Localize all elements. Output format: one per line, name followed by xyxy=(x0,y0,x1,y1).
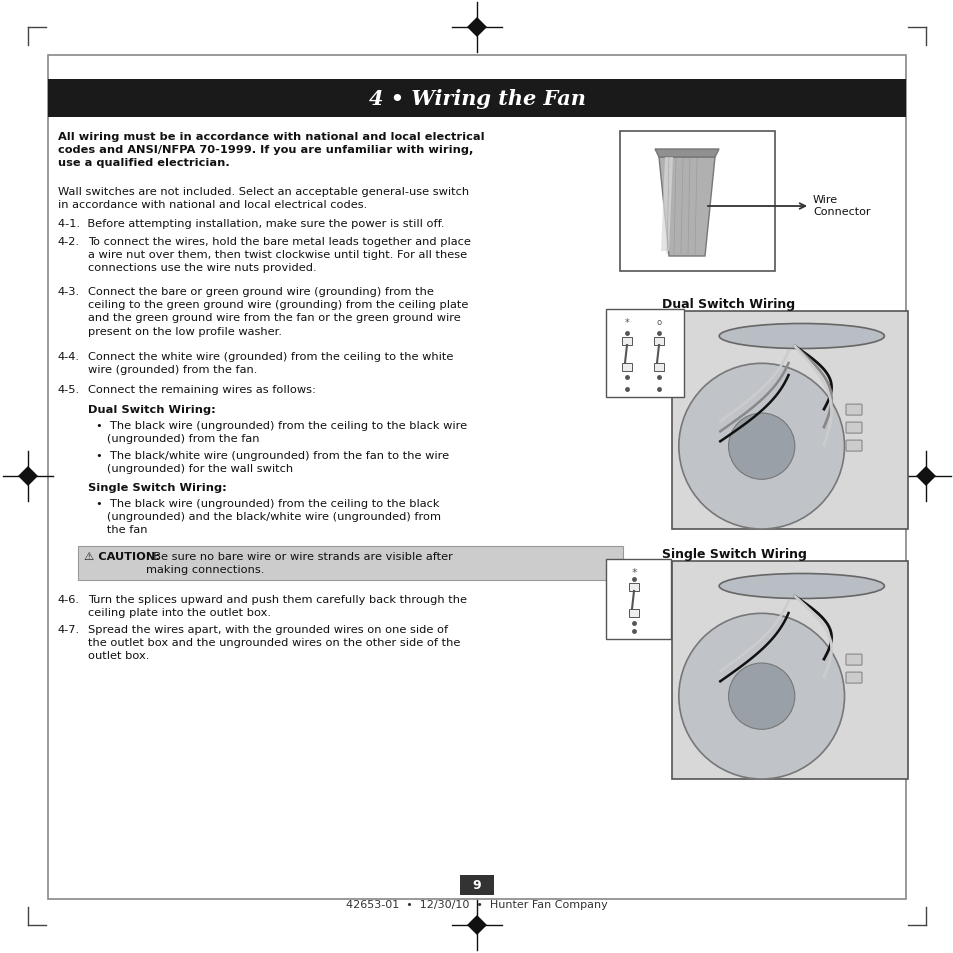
Text: 4-3.: 4-3. xyxy=(58,287,80,296)
Bar xyxy=(48,56,905,899)
Text: Spread the wires apart, with the grounded wires on one side of
the outlet box an: Spread the wires apart, with the grounde… xyxy=(88,624,460,660)
Bar xyxy=(605,559,670,639)
FancyBboxPatch shape xyxy=(845,673,862,683)
Text: *: * xyxy=(624,317,629,328)
Text: Dual Switch Wiring:: Dual Switch Wiring: xyxy=(88,405,215,415)
Bar xyxy=(621,337,631,346)
Bar xyxy=(621,364,631,372)
Text: 4-6.: 4-6. xyxy=(58,595,80,604)
Text: Connect the remaining wires as follows:: Connect the remaining wires as follows: xyxy=(88,385,315,395)
Bar xyxy=(605,310,683,397)
FancyBboxPatch shape xyxy=(845,655,862,665)
Bar xyxy=(78,546,622,580)
FancyBboxPatch shape xyxy=(845,405,862,416)
Text: To connect the wires, hold the bare metal leads together and place
a wire nut ov: To connect the wires, hold the bare meta… xyxy=(88,236,471,274)
Bar xyxy=(628,583,639,592)
Bar xyxy=(628,609,639,618)
Polygon shape xyxy=(467,915,486,935)
Text: Connect the bare or green ground wire (grounding) from the
ceiling to the green : Connect the bare or green ground wire (g… xyxy=(88,287,468,336)
Text: 4-4.: 4-4. xyxy=(58,352,80,361)
Text: All wiring must be in accordance with national and local electrical
codes and AN: All wiring must be in accordance with na… xyxy=(58,132,484,169)
FancyBboxPatch shape xyxy=(845,440,862,452)
Circle shape xyxy=(679,364,843,530)
Bar xyxy=(654,364,663,372)
Text: 4-2.: 4-2. xyxy=(58,236,80,247)
Polygon shape xyxy=(655,150,719,158)
Polygon shape xyxy=(660,158,672,252)
Text: Wire
Connector: Wire Connector xyxy=(812,194,869,216)
Text: Single Switch Wiring:: Single Switch Wiring: xyxy=(88,482,227,493)
FancyBboxPatch shape xyxy=(845,423,862,434)
Text: Single Switch Wiring: Single Switch Wiring xyxy=(661,547,806,560)
Text: •  The black wire (ungrounded) from the ceiling to the black
   (ungrounded) and: • The black wire (ungrounded) from the c… xyxy=(96,498,440,535)
Text: Dual Switch Wiring: Dual Switch Wiring xyxy=(661,297,794,311)
Circle shape xyxy=(728,414,794,479)
Polygon shape xyxy=(18,467,38,486)
Text: Connect the white wire (grounded) from the ceiling to the white
wire (grounded) : Connect the white wire (grounded) from t… xyxy=(88,352,453,375)
Text: 4-5.: 4-5. xyxy=(58,385,80,395)
Ellipse shape xyxy=(719,574,883,598)
Text: *: * xyxy=(631,567,637,578)
Text: •  The black wire (ungrounded) from the ceiling to the black wire
   (ungrounded: • The black wire (ungrounded) from the c… xyxy=(96,420,467,444)
Text: •  The black/white wire (ungrounded) from the fan to the wire
   (ungrounded) fo: • The black/white wire (ungrounded) from… xyxy=(96,451,449,474)
Bar xyxy=(459,875,494,895)
Text: 4-7.: 4-7. xyxy=(58,624,80,635)
Text: o: o xyxy=(656,317,660,327)
Text: 4 • Wiring the Fan: 4 • Wiring the Fan xyxy=(368,89,585,109)
Text: 42653-01  •  12/30/10  •  Hunter Fan Company: 42653-01 • 12/30/10 • Hunter Fan Company xyxy=(346,899,607,909)
Text: Wall switches are not included. Select an acceptable general-use switch
in accor: Wall switches are not included. Select a… xyxy=(58,187,469,210)
Text: 9: 9 xyxy=(472,879,481,892)
Bar xyxy=(48,80,905,118)
Text: Be sure no bare wire or wire strands are visible after
making connections.: Be sure no bare wire or wire strands are… xyxy=(146,552,453,575)
Bar xyxy=(671,561,907,780)
Bar xyxy=(671,312,907,530)
Text: 4-1.  Before attempting installation, make sure the power is still off.: 4-1. Before attempting installation, mak… xyxy=(58,219,444,229)
Bar xyxy=(654,337,663,346)
Polygon shape xyxy=(915,467,935,486)
Circle shape xyxy=(728,663,794,730)
Polygon shape xyxy=(659,158,714,256)
Text: Turn the splices upward and push them carefully back through the
ceiling plate i: Turn the splices upward and push them ca… xyxy=(88,595,467,618)
Ellipse shape xyxy=(719,324,883,349)
Bar xyxy=(619,132,774,272)
Circle shape xyxy=(679,614,843,780)
Polygon shape xyxy=(467,18,486,38)
Text: ⚠ CAUTION:: ⚠ CAUTION: xyxy=(84,552,160,561)
